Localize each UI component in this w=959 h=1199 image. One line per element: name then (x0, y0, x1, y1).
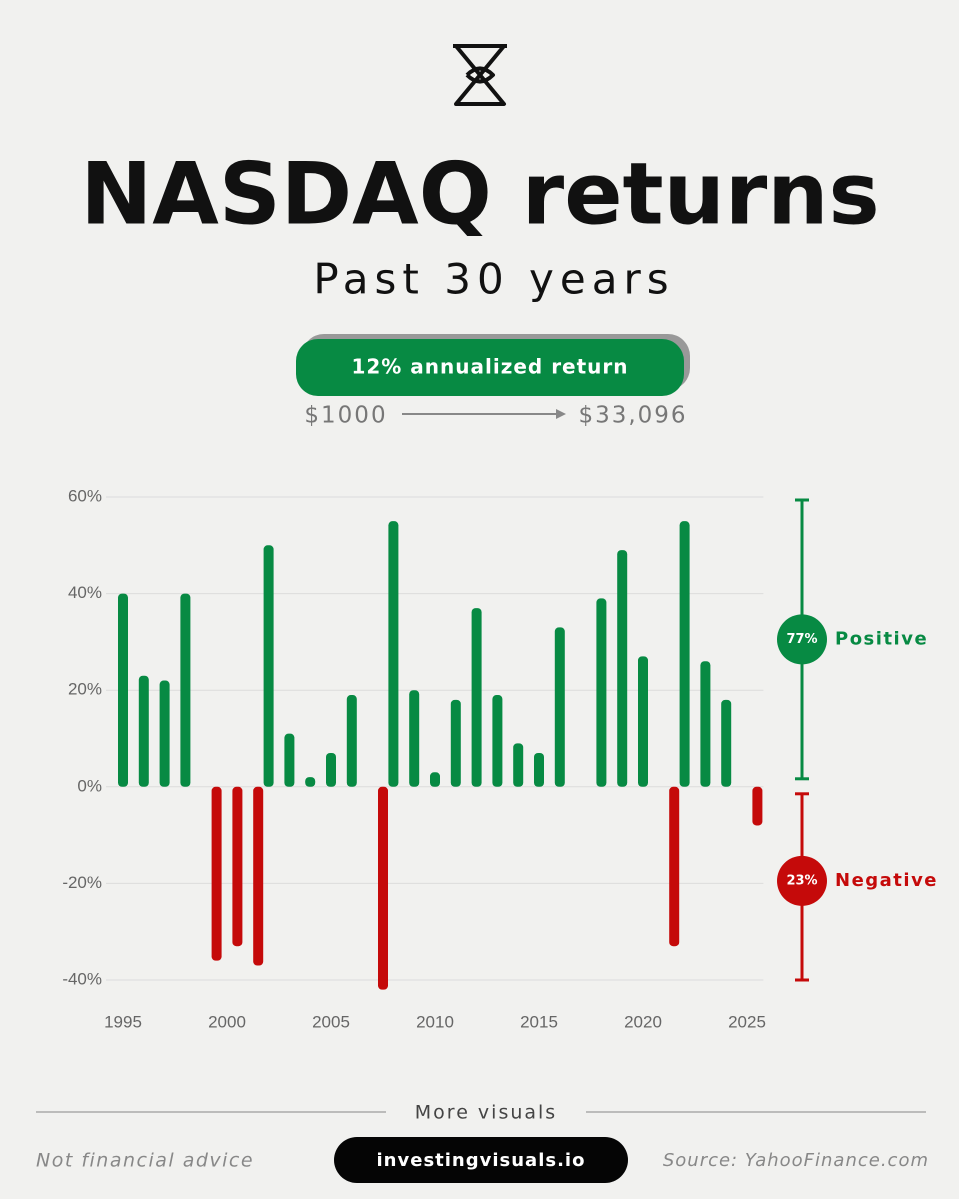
bar (554, 627, 565, 787)
x-tick-label: 2000 (208, 1012, 246, 1031)
plot: -40% -20% 0% 20% 40% 60% 1995 2000 2005 2010 2015 2… (62, 486, 938, 1031)
bar (638, 656, 648, 787)
more-visuals: More visuals (415, 1102, 557, 1124)
bar (721, 699, 732, 787)
share-circle (777, 614, 827, 665)
site: investingvisuals.io (377, 1150, 586, 1171)
badge-text: 12% annualized return (351, 355, 628, 379)
title: NASDAQ returns (80, 144, 879, 244)
bar (378, 786, 388, 990)
y-tick-label: -20% (62, 873, 102, 892)
bar (596, 598, 607, 787)
bar (118, 593, 128, 787)
bar (430, 772, 440, 787)
x-tick-label: 1995 (104, 1012, 142, 1031)
bar (253, 786, 264, 966)
bar (409, 690, 420, 787)
share-label: 23% (786, 873, 817, 888)
y-tick-label: 60% (68, 486, 102, 505)
y-tick-label: 20% (68, 680, 102, 699)
x-tick-label: 2020 (624, 1012, 662, 1031)
bar (752, 786, 763, 826)
bar (492, 695, 503, 787)
bar (284, 733, 295, 787)
end-value: $33,096 (578, 403, 687, 429)
bar (159, 680, 170, 787)
x-tick-label: 2010 (416, 1012, 454, 1031)
share-circle (777, 855, 827, 906)
bar (679, 521, 690, 787)
bar (232, 786, 243, 947)
site-pill (334, 1137, 628, 1183)
bar (211, 786, 222, 961)
x-tick-label: 2015 (520, 1012, 558, 1031)
share-label: 77% (786, 632, 817, 647)
bar (450, 699, 461, 787)
bar (138, 675, 149, 787)
arrow-head (556, 409, 566, 419)
bar (513, 743, 524, 787)
bar (346, 695, 357, 787)
y-tick-label: 40% (68, 583, 102, 602)
y-tick-label: -40% (62, 969, 102, 988)
bar (326, 752, 336, 787)
start-value: $1000 (304, 403, 387, 429)
logo (453, 44, 507, 106)
bar (534, 752, 544, 787)
share-name: Positive (835, 628, 928, 649)
bar (180, 593, 191, 787)
bar (669, 786, 680, 947)
bar (305, 777, 316, 787)
subtitle: Past 30 years (313, 255, 674, 304)
x-tick-label: 2025 (728, 1012, 766, 1031)
badge (296, 339, 684, 396)
bar (471, 608, 482, 787)
bar (617, 550, 628, 787)
disclaimer: Not financial advice (36, 1150, 254, 1172)
share-name: Negative (835, 870, 938, 891)
x-tick-label: 2005 (312, 1012, 350, 1031)
bar (388, 521, 399, 787)
bar (700, 661, 711, 787)
source: Source: YahooFinance.com (663, 1150, 929, 1171)
y-tick-label: 0% (77, 776, 102, 795)
bar (263, 545, 274, 787)
